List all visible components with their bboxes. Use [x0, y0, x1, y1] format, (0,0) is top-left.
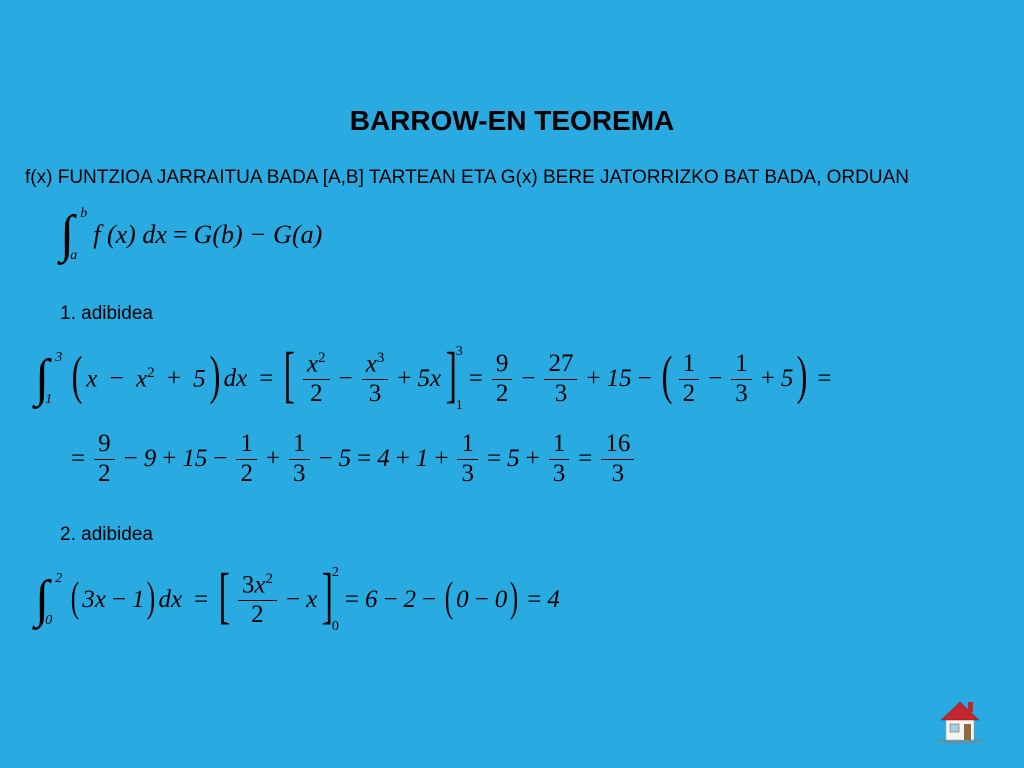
example-1-label: 1. adibidea — [60, 303, 964, 325]
home-icon[interactable] — [932, 696, 988, 744]
page-title: BARROW-EN TEOREMA — [60, 105, 964, 137]
example-2-line-1: ∫ 2 0 ( 3x−1 ) dx = [ 3x22 − x ] 20 = 6−… — [35, 560, 964, 640]
example-1-line-2: = 92 −9 +15 − 12 + 13 −5 = 4+1 + 13 = 5+… — [65, 419, 964, 499]
example-2-label: 2. adibidea — [60, 524, 964, 546]
main-formula: ∫ b a f (x) dx = G(b) − G(a) — [60, 207, 964, 263]
theorem-statement: f(x) FUNTZIOA JARRAITUA BADA [A,B] TARTE… — [25, 167, 964, 189]
example-1-line-1: ∫ 3 1 ( x − x2 + 5 ) dx = [ x22 − x33 + … — [35, 339, 964, 419]
